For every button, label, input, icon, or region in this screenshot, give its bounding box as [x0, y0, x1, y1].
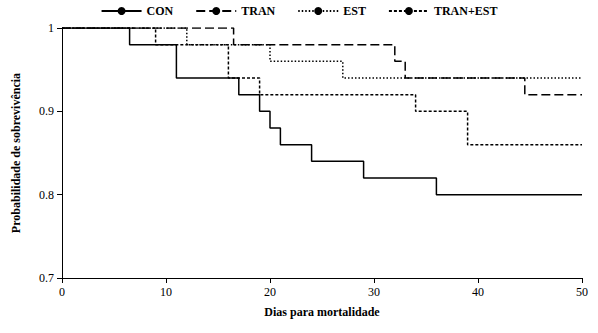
svg-text:CON: CON — [147, 4, 174, 18]
svg-text:30: 30 — [368, 285, 380, 299]
svg-text:Dias para mortalidade: Dias para mortalidade — [264, 305, 380, 319]
svg-text:0.8: 0.8 — [39, 188, 54, 202]
svg-text:0: 0 — [59, 285, 65, 299]
svg-text:Probabilidade de sobrevivência: Probabilidade de sobrevivência — [9, 73, 23, 233]
svg-text:1: 1 — [48, 21, 54, 35]
svg-text:TRAN+EST: TRAN+EST — [434, 4, 498, 18]
svg-text:10: 10 — [160, 285, 172, 299]
svg-text:0.9: 0.9 — [39, 104, 54, 118]
svg-text:20: 20 — [264, 285, 276, 299]
svg-text:TRAN: TRAN — [241, 4, 275, 18]
svg-text:0.7: 0.7 — [39, 271, 54, 285]
svg-text:EST: EST — [343, 4, 366, 18]
svg-text:40: 40 — [472, 285, 484, 299]
svg-text:50: 50 — [576, 285, 588, 299]
